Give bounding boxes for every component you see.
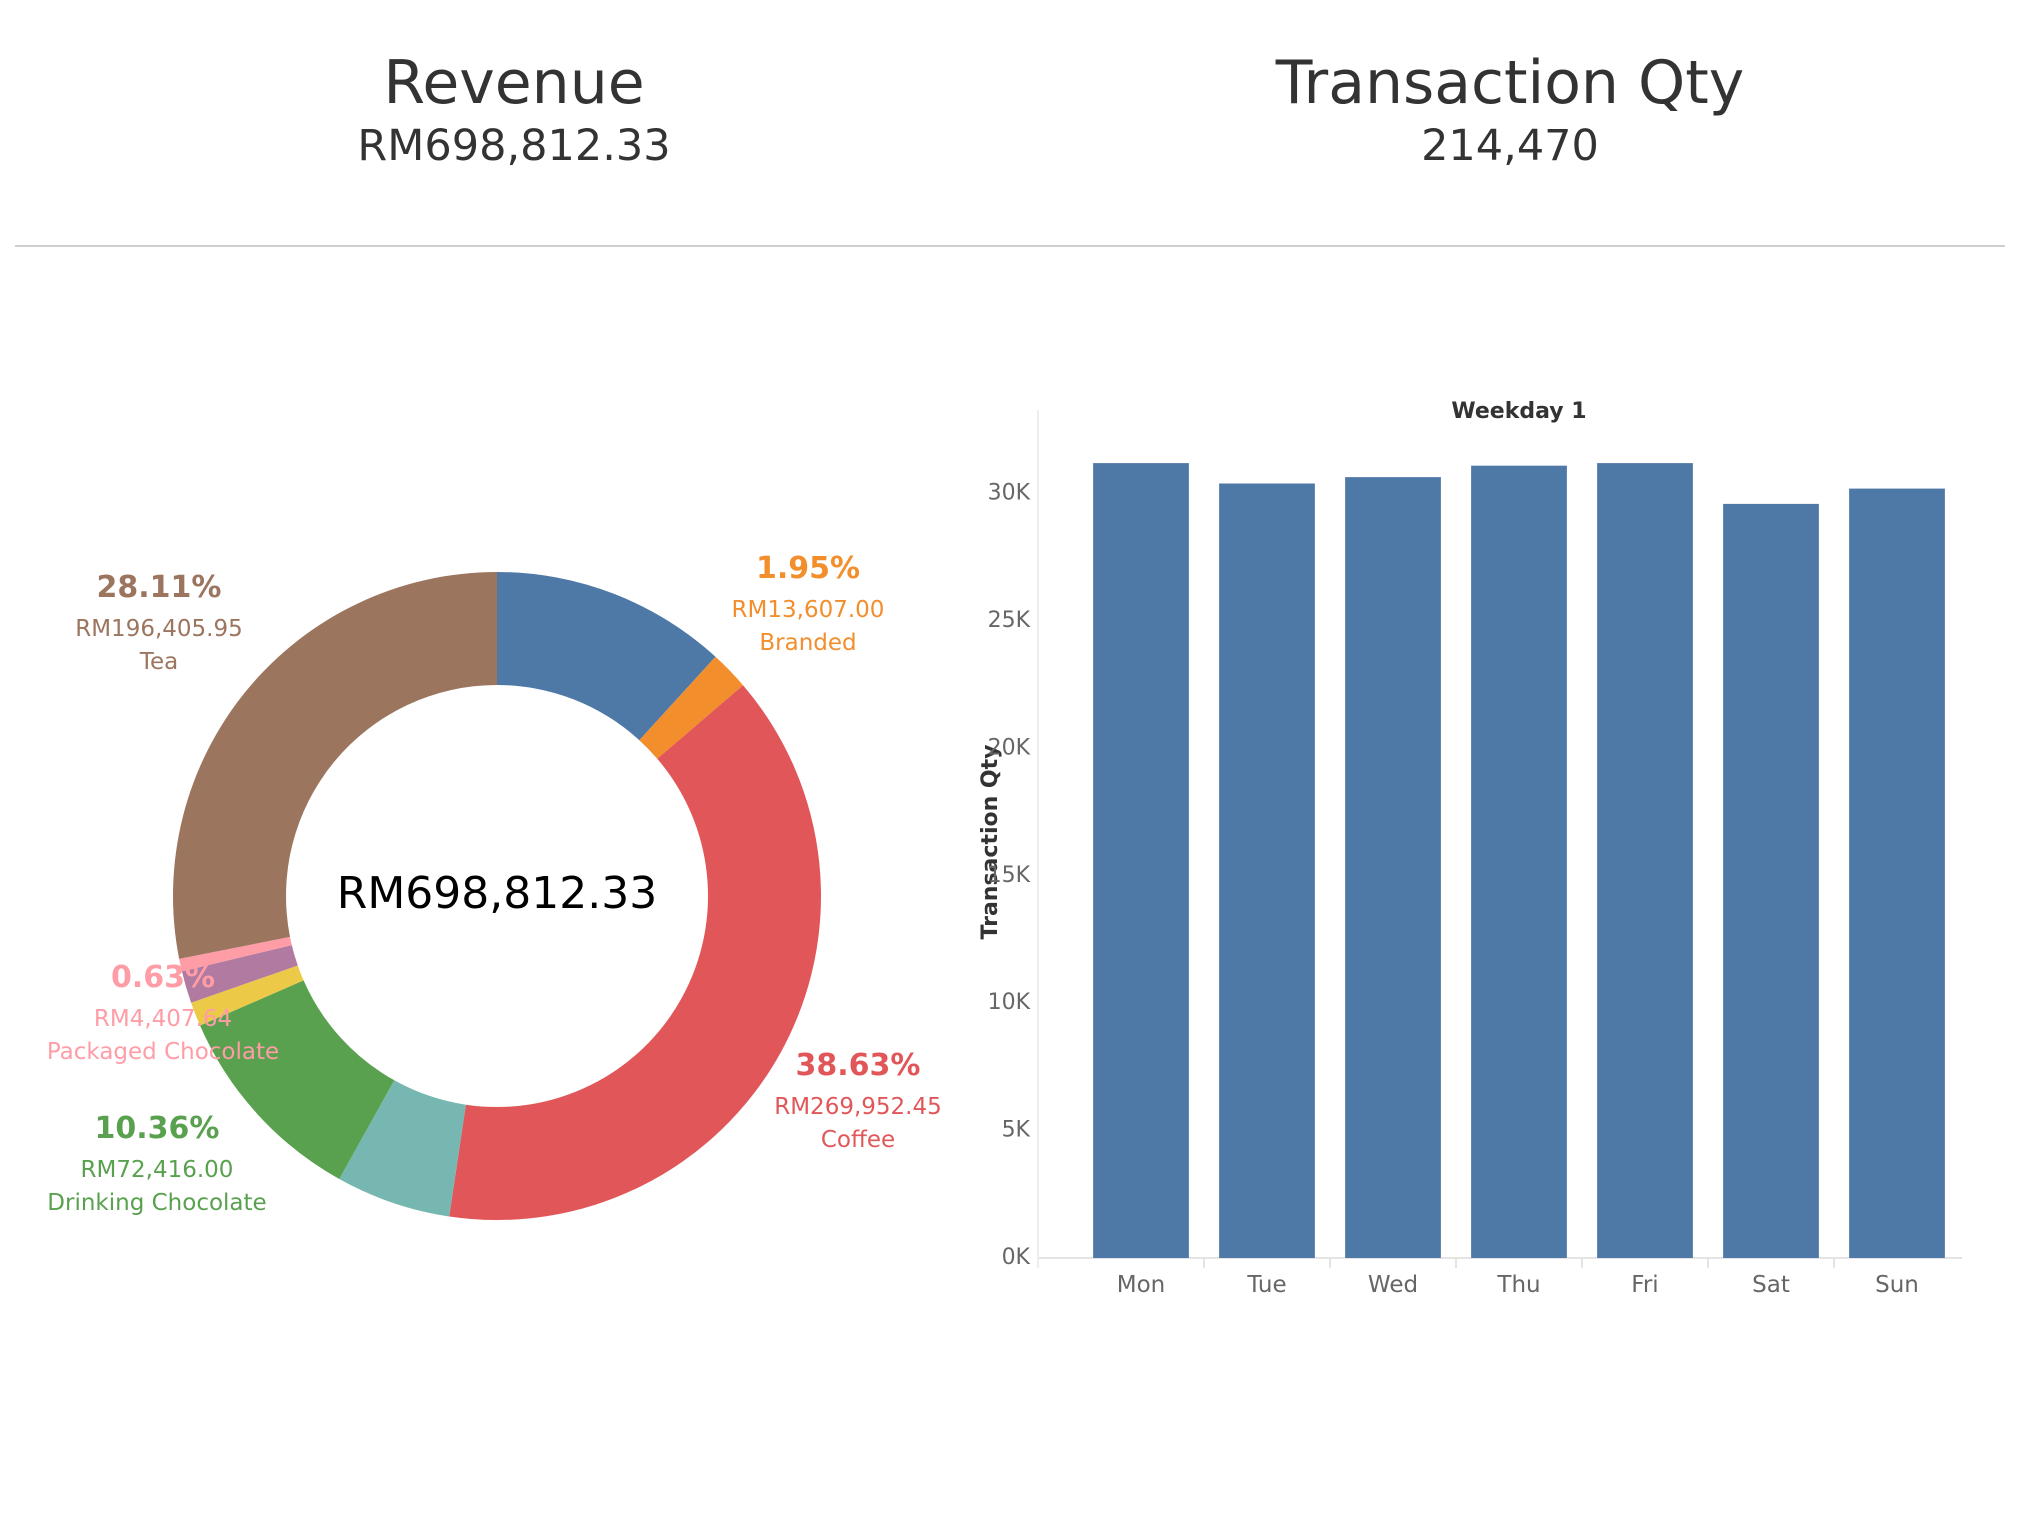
- y-tick-label: 25K: [988, 608, 1031, 633]
- x-tick-label-fri: Fri: [1631, 1272, 1658, 1298]
- bar-chart-title: Weekday 1: [1451, 399, 1586, 424]
- donut-label-percent-drinking-chocolate: 10.36%: [95, 1111, 220, 1146]
- transaction-qty-title: Transaction Qty: [1275, 48, 1745, 118]
- bar-fri: [1597, 463, 1693, 1258]
- donut-label-percent-coffee: 38.63%: [796, 1048, 921, 1083]
- y-tick-label: 0K: [1002, 1245, 1031, 1270]
- y-tick-label: 10K: [988, 990, 1031, 1015]
- donut-slice-bakery: [497, 572, 716, 741]
- donut-label-percent-tea: 28.11%: [97, 570, 222, 605]
- revenue-donut-chart: 1.95% RM13,607.00 Branded 38.63% RM269,952.4…: [47, 551, 942, 1220]
- bar-tue: [1219, 483, 1315, 1258]
- bar-chart-x-ticks: Mon Tue Wed Thu Fri Sat Sun: [1117, 1258, 1919, 1298]
- donut-slice-flavours: [191, 965, 304, 1026]
- y-tick-label: 20K: [988, 735, 1031, 760]
- donut-label-percent-branded: 1.95%: [756, 551, 860, 586]
- donut-label-percent-packaged-chocolate: 0.63%: [111, 960, 215, 995]
- x-tick-label-mon: Mon: [1117, 1272, 1166, 1298]
- x-tick-label-wed: Wed: [1368, 1272, 1418, 1298]
- revenue-kpi: Revenue RM698,812.33: [114, 48, 914, 174]
- revenue-value: RM698,812.33: [357, 121, 671, 171]
- bar-wed: [1345, 477, 1441, 1258]
- y-tick-label: 15K: [988, 863, 1031, 888]
- donut-label-name-packaged-chocolate: Packaged Chocolate: [47, 1039, 279, 1065]
- donut-label-amount-coffee: RM269,952.45: [774, 1094, 942, 1120]
- donut-label-amount-drinking-chocolate: RM72,416.00: [81, 1157, 234, 1183]
- donut-label-name-coffee: Coffee: [821, 1127, 895, 1153]
- transaction-qty-value: 214,470: [1421, 121, 1599, 171]
- donut-label-amount-packaged-chocolate: RM4,407.64: [94, 1006, 232, 1032]
- donut-slice-loose-tea: [181, 945, 298, 1003]
- y-tick-label: 5K: [1002, 1118, 1031, 1143]
- x-tick-label-thu: Thu: [1496, 1272, 1540, 1298]
- bar-chart-y-ticks: 0K 5K 10K 15K 20K 25K 30K: [988, 481, 1031, 1270]
- kpi-divider: [15, 245, 2005, 247]
- donut-slice-tea: [172, 572, 498, 959]
- donut-slices: [172, 572, 821, 1220]
- weekday-bar-chart: Weekday 1 Transaction Qty 0K 5K 10K 15K 20K 2…: [978, 399, 1962, 1298]
- x-tick-label-sat: Sat: [1752, 1272, 1790, 1298]
- transaction-qty-kpi: Transaction Qty 214,470: [1110, 48, 1910, 174]
- donut-label-name-tea: Tea: [139, 649, 178, 675]
- revenue-title: Revenue: [383, 48, 645, 118]
- bar-chart-bars: [1093, 463, 1945, 1259]
- donut-slice-branded: [639, 656, 744, 759]
- y-tick-label: 30K: [988, 481, 1031, 506]
- donut-label-amount-branded: RM13,607.00: [732, 597, 885, 623]
- donut-slice-coffee: [449, 685, 821, 1220]
- bar-mon: [1093, 463, 1189, 1258]
- donut-label-name-branded: Branded: [759, 630, 856, 656]
- x-tick-label-tue: Tue: [1246, 1272, 1286, 1298]
- bar-sat: [1723, 503, 1819, 1259]
- donut-slice-packaged-chocolate: [179, 936, 292, 972]
- donut-label-amount-tea: RM196,405.95: [75, 616, 243, 642]
- donut-label-name-drinking-chocolate: Drinking Chocolate: [47, 1190, 266, 1216]
- bar-sun: [1849, 488, 1945, 1258]
- donut-center-label: RM698,812.33: [337, 868, 657, 919]
- bar-thu: [1471, 465, 1567, 1258]
- donut-labels: 1.95% RM13,607.00 Branded 38.63% RM269,952.4…: [47, 551, 942, 1216]
- x-tick-label-sun: Sun: [1875, 1272, 1919, 1298]
- donut-slice-coffee-beans: [339, 1080, 466, 1217]
- donut-slice-drinking-chocolate: [200, 980, 395, 1180]
- bar-chart-y-axis-label: Transaction Qty: [978, 745, 1003, 940]
